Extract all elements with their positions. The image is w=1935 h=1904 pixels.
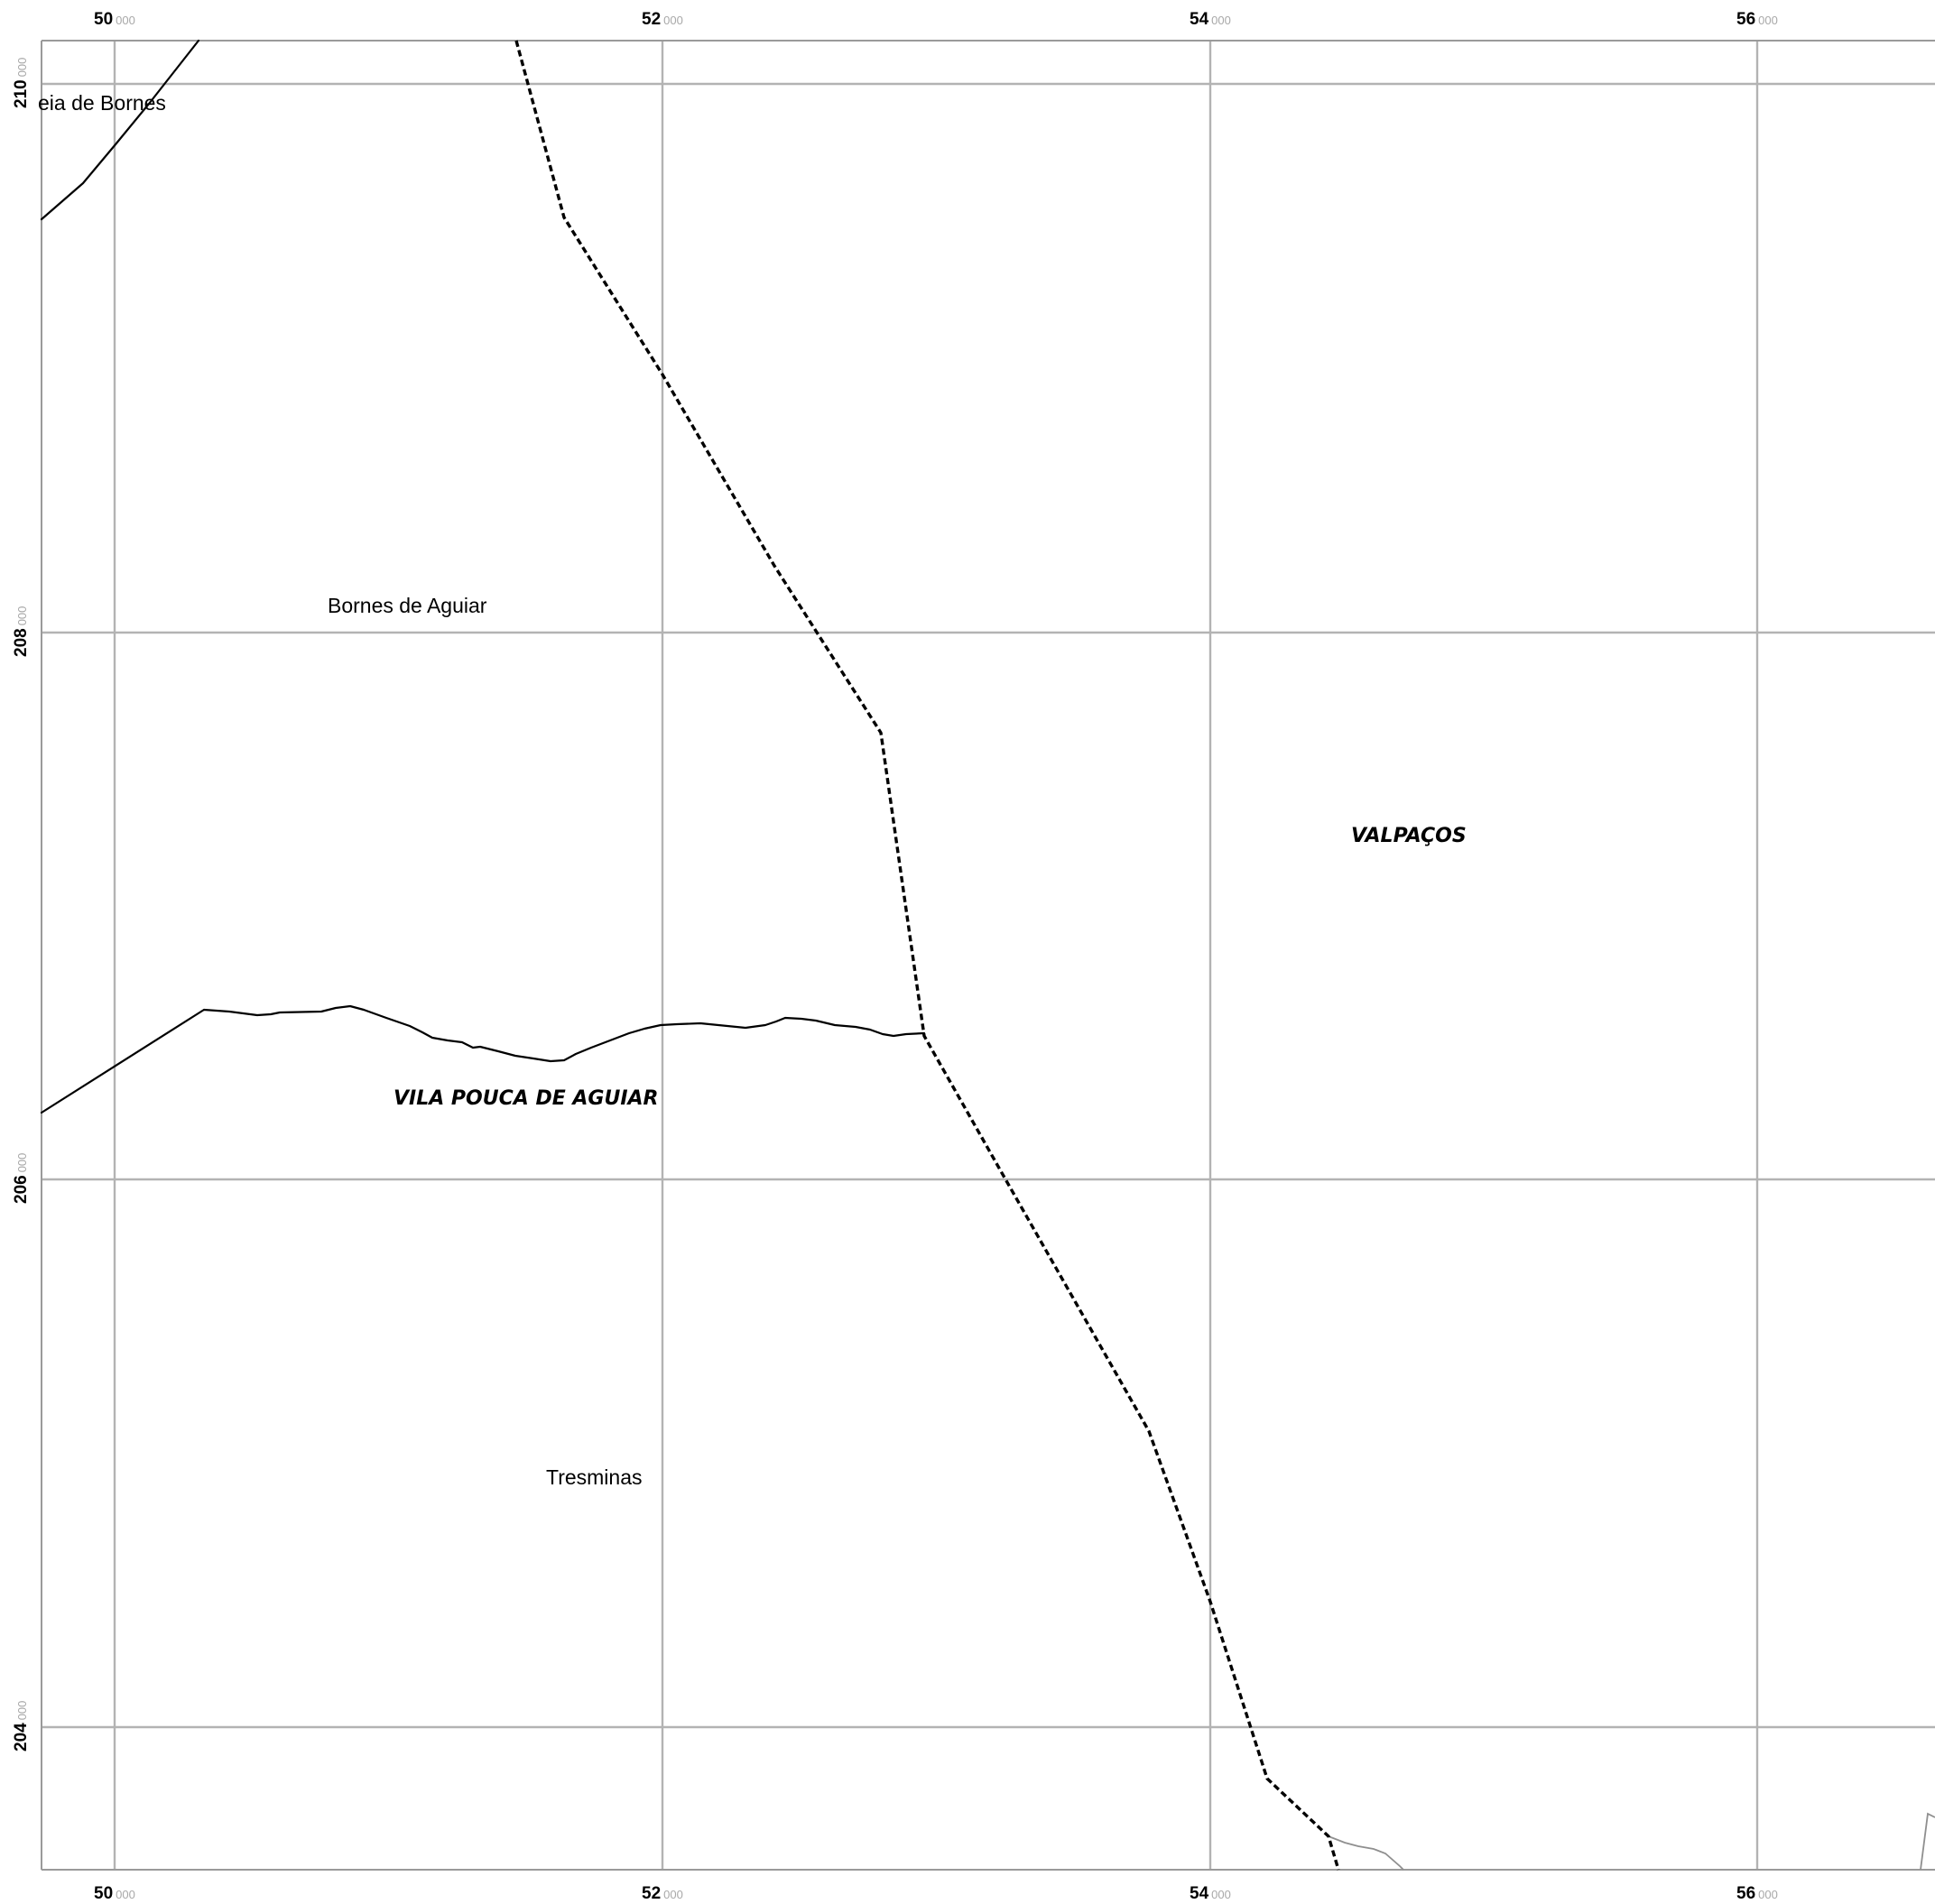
x-axis-bottom-labels: 50 000 52 000 54 000 56 000: [94, 1884, 1778, 1903]
municipal-boundary: [514, 40, 1340, 1871]
x-tick-bottom-52: 52 000: [642, 1884, 683, 1903]
place-label-bornes-de-aguiar: Bornes de Aguiar: [328, 594, 487, 617]
municipality-label-vila-pouca-de-aguiar: VILA POUCA DE AGUIAR: [393, 1087, 659, 1110]
municipality-label-valpacos: VALPAÇOS: [1351, 825, 1467, 847]
y-tick-206: 206000: [12, 1153, 31, 1204]
map-frame: [41, 40, 1935, 1871]
x-tick-top-54: 54 000: [1190, 10, 1231, 29]
minor-line-east-edge: [1920, 1812, 1935, 1871]
y-tick-208: 208000: [12, 606, 31, 657]
place-labels: eia de Bornes Bornes de Aguiar Tresminas: [38, 91, 643, 1489]
grid: [42, 41, 1935, 1870]
x-tick-bottom-50: 50 000: [94, 1884, 135, 1903]
x-axis-top-labels: 50 000 52 000 54 000 56 000: [94, 10, 1778, 29]
parish-boundary-line: [40, 1004, 926, 1114]
place-label-aldeia-de-bornes: eia de Bornes: [38, 91, 166, 115]
x-tick-top-56: 56 000: [1736, 10, 1778, 29]
road-northwest: [40, 39, 200, 221]
y-axis-labels: 210000 208000 206000 204000: [12, 58, 31, 1751]
x-tick-bottom-54: 54 000: [1190, 1884, 1231, 1903]
x-tick-bottom-56: 56 000: [1736, 1884, 1778, 1903]
minor-line-southeast: [1328, 1835, 1404, 1871]
municipality-labels: VALPAÇOS VILA POUCA DE AGUIAR: [393, 825, 1467, 1110]
x-tick-top-50: 50 000: [94, 10, 135, 29]
x-tick-top-52: 52 000: [642, 10, 683, 29]
place-label-tresminas: Tresminas: [546, 1465, 643, 1489]
y-tick-204: 204000: [12, 1701, 31, 1751]
y-tick-210: 210000: [12, 58, 31, 108]
